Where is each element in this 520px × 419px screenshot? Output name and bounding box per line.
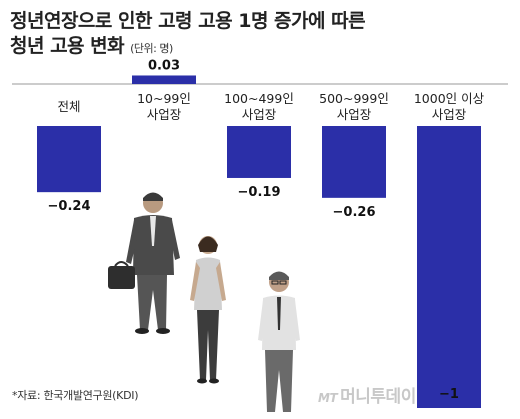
category-label-3-0: 500~999인: [319, 91, 389, 106]
bar-2: [227, 126, 291, 178]
category-label-4-0: 1000인 이상: [414, 91, 485, 106]
bar-0: [37, 126, 101, 193]
category-label-2-0: 100~499인: [224, 91, 294, 106]
value-label-4: −1: [439, 387, 459, 402]
chart-title-text: 청년 고용 변화: [10, 35, 125, 57]
businessman-with-briefcase: [108, 192, 180, 334]
category-label-1-1: 사업장: [147, 107, 182, 122]
chart-title-line2: 청년 고용 변화 (단위: 명): [10, 31, 173, 58]
category-label-3-1: 사업장: [337, 107, 372, 122]
chart-title-line1: 정년연장으로 인한 고령 고용 1명 증가에 따른: [10, 10, 366, 32]
logo-name: 머니투데이: [340, 387, 416, 407]
category-label-1-0: 10~99인: [137, 91, 191, 106]
publisher-logo: MT 머니투데이: [318, 382, 416, 407]
category-label-2-1: 사업장: [242, 107, 277, 122]
bars-layer: 전체−0.2410~99인사업장0.03100~499인사업장−0.19500~…: [37, 58, 485, 408]
category-label-4-1: 사업장: [432, 107, 467, 122]
source-note: *자료: 한국개발연구원(KDI): [12, 389, 139, 402]
bar-3: [322, 126, 386, 198]
value-label-3: −0.26: [333, 205, 376, 220]
bar-1: [132, 75, 196, 84]
businesswoman: [190, 236, 226, 384]
unit-label: (단위: 명): [130, 42, 173, 55]
people-illustration: [108, 192, 300, 412]
category-label-0-0: 전체: [57, 99, 80, 114]
logo-mt: MT: [318, 391, 338, 405]
value-label-0: −0.24: [48, 199, 91, 214]
bar-4: [417, 126, 481, 408]
value-label-1: 0.03: [148, 58, 180, 73]
value-label-2: −0.19: [238, 185, 281, 200]
businessman-with-glasses: [258, 271, 300, 412]
